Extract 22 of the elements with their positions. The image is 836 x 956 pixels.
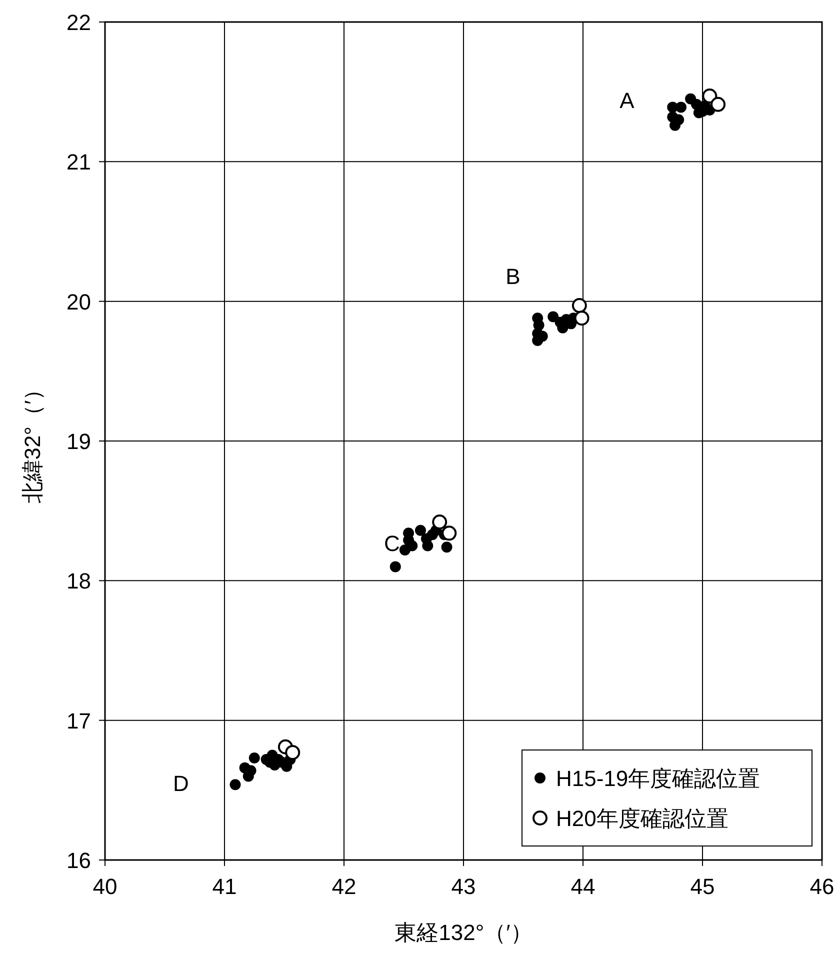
x-tick-label: 41	[212, 874, 237, 899]
y-tick-label: 16	[66, 848, 91, 873]
y-tick-label: 21	[66, 150, 91, 175]
x-tick-label: 45	[690, 874, 715, 899]
annotation: A	[620, 88, 635, 113]
x-tick-label: 42	[332, 874, 356, 899]
y-tick-label: 20	[66, 289, 91, 314]
x-tick-label: 43	[451, 874, 476, 899]
y-tick-label: 22	[66, 10, 91, 35]
y-axis-title: 北緯32°（′）	[20, 378, 45, 504]
x-tick-label: 40	[92, 874, 118, 899]
annotation: D	[173, 771, 189, 796]
x-tick-label: 46	[810, 874, 834, 899]
legend-label: H20年度確認位置	[556, 806, 728, 831]
y-tick-label: 19	[66, 429, 91, 454]
annotation: C	[384, 531, 400, 556]
x-axis-title: 東経132°（′）	[394, 920, 532, 945]
legend-label: H15-19年度確認位置	[556, 766, 760, 791]
annotation: B	[506, 264, 520, 289]
y-tick-label: 18	[66, 568, 91, 594]
y-tick-label: 17	[66, 708, 91, 734]
x-tick-label: 44	[570, 874, 596, 899]
